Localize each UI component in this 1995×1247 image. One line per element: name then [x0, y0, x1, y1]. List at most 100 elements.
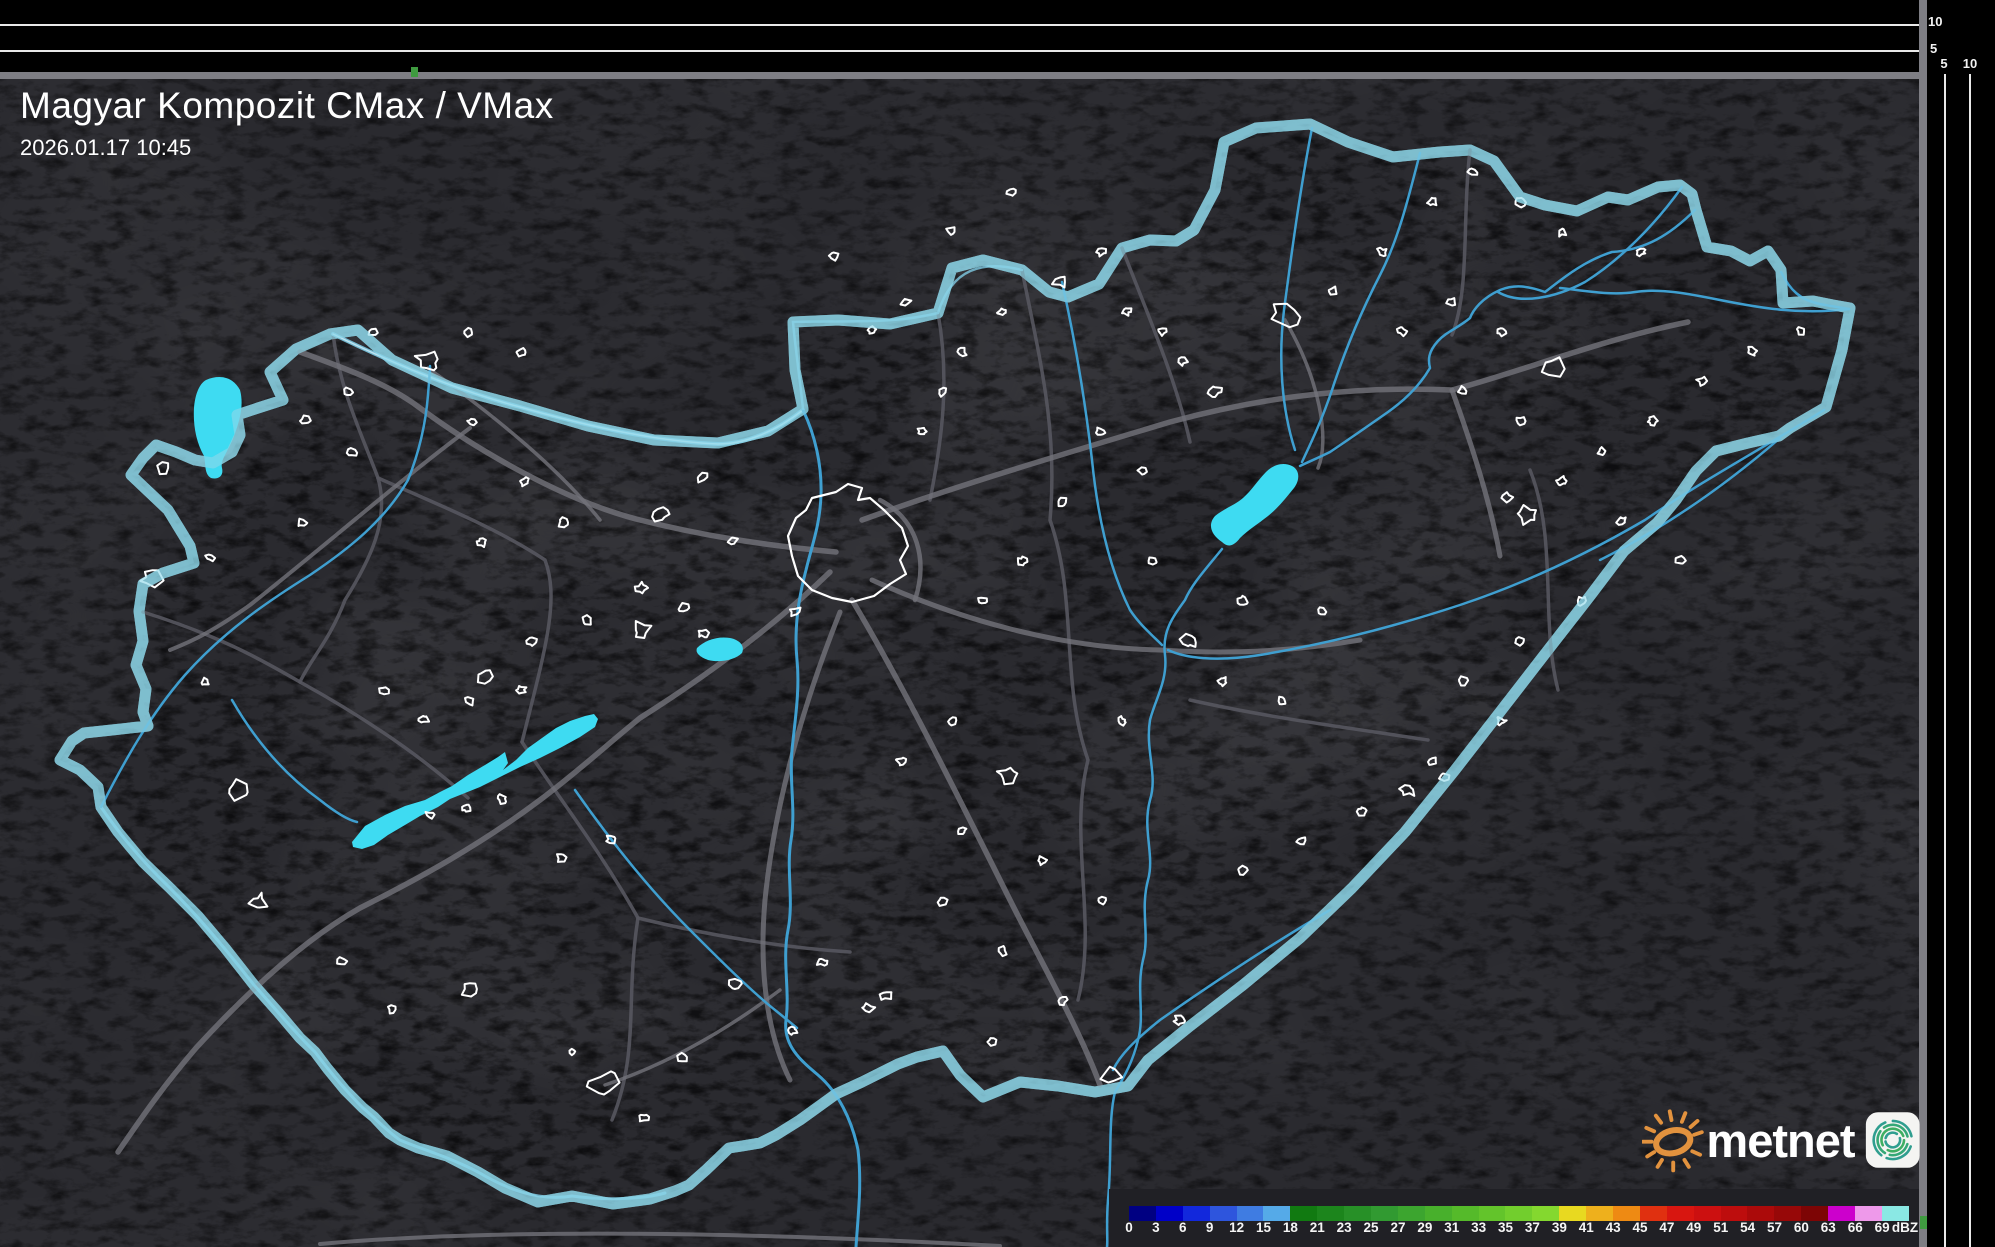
town-outline [1097, 895, 1107, 906]
top-profile-gridline-10km [0, 24, 1919, 26]
colorbar-cell [1344, 1206, 1372, 1221]
town-outline [1327, 285, 1338, 296]
town-outline [424, 811, 436, 820]
colorbar-tick: 63 [1820, 1220, 1836, 1235]
town-outline [1555, 475, 1568, 487]
town-outline [1095, 426, 1107, 436]
town-outline [461, 803, 472, 813]
map-frame-horizontal-bar [0, 72, 1919, 79]
town-outline [1136, 466, 1148, 476]
right-profile-strip [1927, 0, 1995, 1247]
top-axis-label-10: 10 [1928, 14, 1943, 29]
town-outline [815, 957, 829, 967]
colorbar-tick: 49 [1686, 1220, 1702, 1235]
colorbar-tick: 25 [1363, 1220, 1379, 1235]
town-outline [1466, 167, 1479, 176]
colorbar-tick: 35 [1498, 1220, 1514, 1235]
town-outline [727, 977, 743, 990]
top-axis-label-5: 5 [1930, 41, 1938, 56]
colorbar-tick: 47 [1659, 1220, 1675, 1235]
town-outline [297, 517, 309, 527]
river-sio [573, 788, 799, 1030]
town-outline [1216, 676, 1228, 688]
town-outline [336, 956, 349, 966]
town-outline [463, 326, 473, 339]
colorbar-unit: dBZ [1891, 1220, 1919, 1235]
town-outline [1147, 556, 1158, 566]
right-axis-label-10: 10 [1962, 56, 1978, 71]
town-outline [697, 628, 711, 639]
town-outline [638, 1113, 651, 1123]
town-outline [515, 685, 528, 695]
lake-tisza [1210, 464, 1299, 546]
metnet-logo: metnet [1642, 1099, 1920, 1181]
colorbar-tick: 69 [1874, 1220, 1890, 1235]
town-outline [299, 414, 312, 425]
town-outline [1747, 345, 1759, 357]
colorbar-cell [1263, 1206, 1291, 1221]
town-outline [726, 536, 739, 546]
town-outline [936, 896, 949, 907]
town-outline [947, 716, 958, 727]
town-outline [1099, 1065, 1124, 1084]
colorbar-cell [1720, 1206, 1748, 1221]
colorbar-tick: 21 [1309, 1220, 1325, 1235]
river-tisza-upper [1298, 208, 1697, 468]
town-outline [945, 226, 956, 236]
colorbar-cell [1774, 1206, 1802, 1221]
colorbar-cell [1397, 1206, 1425, 1221]
town-outline [651, 506, 671, 523]
town-outline [995, 766, 1019, 786]
colorbar-cell [1290, 1206, 1318, 1221]
colorbar-tick: 43 [1605, 1220, 1621, 1235]
lake-velence [696, 637, 743, 662]
town-outline [1172, 1014, 1186, 1027]
top-profile-gridline-5km [0, 50, 1919, 52]
town-outline [977, 596, 988, 605]
county-borders [141, 148, 1560, 1122]
town-outline [1516, 504, 1537, 526]
right-axis-label-5: 5 [1940, 56, 1948, 71]
town-outline [1277, 695, 1287, 706]
town-outline [413, 350, 439, 372]
town-outline [417, 715, 431, 724]
logo-text: metnet [1706, 1113, 1855, 1167]
river-raba [99, 364, 432, 809]
town-outline [568, 1047, 577, 1057]
town-outline [956, 346, 968, 358]
river-koros [1166, 408, 1826, 660]
colorbar-cell [1182, 1206, 1210, 1221]
town-outline [996, 307, 1007, 316]
town-outline [634, 620, 653, 639]
town-outline [476, 669, 494, 685]
colorbar-tick: 3 [1152, 1220, 1160, 1235]
town-outline [1178, 632, 1197, 648]
right-profile-gridline-10km [1969, 74, 1971, 1247]
colorbar-tick: 45 [1632, 1220, 1648, 1235]
town-outline [378, 686, 390, 696]
colorbar-cell [1666, 1206, 1694, 1221]
town-outline [605, 834, 617, 845]
town-outline [1236, 594, 1249, 606]
town-outline [200, 676, 210, 686]
town-outline [1426, 196, 1438, 207]
town-outline [696, 471, 709, 484]
town-outline [581, 614, 592, 626]
town-outline [1496, 327, 1508, 338]
lakes [193, 377, 1299, 849]
town-outline [787, 1025, 799, 1036]
town-outline [1540, 356, 1566, 378]
colorbar-cell [1317, 1206, 1345, 1221]
map-area [0, 79, 1919, 1247]
colorbar-cell [1451, 1206, 1479, 1221]
colorbar-cell [1693, 1206, 1721, 1221]
sun-icon [1642, 1109, 1704, 1173]
colorbar-cell [1236, 1206, 1264, 1221]
colorbar-cell [1505, 1206, 1533, 1221]
town-outline [515, 347, 527, 358]
colorbar-tick: 60 [1793, 1220, 1809, 1235]
town-outline [1157, 327, 1168, 337]
colorbar-tick: 39 [1551, 1220, 1567, 1235]
town-outline [899, 297, 913, 307]
town-outline [1117, 715, 1127, 727]
